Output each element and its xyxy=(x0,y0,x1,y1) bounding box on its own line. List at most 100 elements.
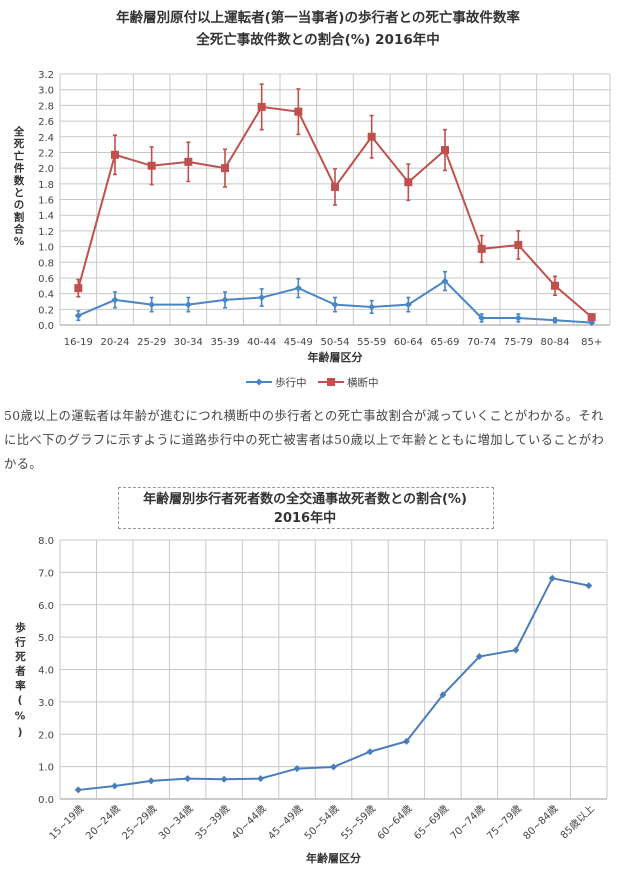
data-point xyxy=(551,316,559,324)
x-tick-label: 80-84 xyxy=(540,337,569,348)
data-point xyxy=(147,161,156,170)
x-tick-label: 65-69 xyxy=(430,337,459,348)
data-point xyxy=(111,296,119,304)
y-tick-label: 3.2 xyxy=(38,70,54,81)
x-tick-label: 30-34 xyxy=(174,337,203,348)
y-axis-title-char: の xyxy=(14,199,25,211)
y-tick-label: 1.6 xyxy=(38,196,54,207)
y-tick-label: 0.6 xyxy=(38,274,54,285)
y-axis-title-char: 死 xyxy=(13,138,25,150)
data-point xyxy=(441,146,449,155)
chart-1-walking-crossing-rate: 年齢層別原付以上運転者(第一当事者)の歩行者との死亡事故件数率全死亡事故件数との… xyxy=(13,9,611,389)
chart-title: 年齢層別原付以上運転者(第一当事者)の歩行者との死亡事故件数率 xyxy=(116,9,520,26)
data-point xyxy=(293,765,301,773)
x-tick-label: 35~39歳 xyxy=(193,803,232,842)
x-tick-label: 75~79歳 xyxy=(484,803,523,842)
data-point xyxy=(74,312,82,320)
x-tick-label: 45~49歳 xyxy=(266,803,305,842)
x-tick-label: 70-74 xyxy=(467,337,496,348)
legend-marker xyxy=(255,378,263,386)
x-tick-label: 60-64 xyxy=(394,337,423,348)
data-point xyxy=(74,284,83,293)
data-point xyxy=(441,277,449,285)
y-axis-title-char: 亡 xyxy=(14,149,25,162)
y-axis-title-char: 件 xyxy=(14,162,25,175)
data-point xyxy=(404,301,412,309)
data-point xyxy=(514,240,523,249)
data-point xyxy=(148,301,156,309)
data-point xyxy=(111,150,119,159)
y-tick-label: 0.8 xyxy=(38,258,54,269)
data-point xyxy=(439,691,447,699)
y-tick-label: 2.4 xyxy=(38,133,54,144)
data-point xyxy=(221,296,229,304)
data-point xyxy=(477,244,486,253)
x-tick-label: 15~19歳 xyxy=(47,803,86,842)
x-tick-label: 40~44歳 xyxy=(229,803,268,842)
y-tick-label: 1.2 xyxy=(38,227,54,238)
data-point xyxy=(331,301,339,309)
data-point xyxy=(258,294,266,302)
data-point xyxy=(331,182,339,191)
y-tick-label: 1.8 xyxy=(38,180,54,191)
y-tick-label: 8.0 xyxy=(38,536,54,547)
chart-title: 全死亡事故件数との割合(%) 2016年中 xyxy=(195,31,440,48)
chart-2-title-box xyxy=(118,487,494,529)
x-tick-label: 55~59歳 xyxy=(339,803,378,842)
data-point xyxy=(587,313,596,322)
data-point xyxy=(221,164,229,173)
x-tick-label: 30~34歳 xyxy=(156,803,195,842)
y-axis-title-char: % xyxy=(14,236,25,248)
data-point xyxy=(367,132,376,141)
y-axis-title-char: と xyxy=(14,187,25,199)
y-tick-label: 5.0 xyxy=(38,633,54,644)
y-tick-label: 3.0 xyxy=(38,86,54,97)
data-point xyxy=(402,737,410,745)
y-tick-label: 7.0 xyxy=(38,568,54,579)
y-tick-label: 0.2 xyxy=(38,305,54,316)
y-tick-label: 2.2 xyxy=(38,148,54,159)
y-tick-label: 1.4 xyxy=(38,211,54,222)
y-tick-label: 2.6 xyxy=(38,117,54,128)
x-tick-label: 25-29 xyxy=(137,337,166,348)
data-point xyxy=(147,777,155,785)
legend-label: 歩行中 xyxy=(275,376,307,389)
data-point xyxy=(111,782,119,790)
x-tick-label: 35-39 xyxy=(210,337,239,348)
data-point xyxy=(585,582,593,590)
data-point xyxy=(257,775,265,783)
x-tick-label: 85歳以上 xyxy=(558,803,597,842)
y-axis-title-char: 割 xyxy=(14,210,25,223)
x-tick-label: 50~54歳 xyxy=(302,803,341,842)
x-tick-label: 40-44 xyxy=(247,337,276,348)
y-tick-label: 2.0 xyxy=(38,730,54,741)
y-tick-label: 0.0 xyxy=(38,321,54,332)
x-tick-label: 55-59 xyxy=(357,337,386,348)
x-axis-title: 年齢層区分 xyxy=(308,350,363,364)
y-tick-label: 1.0 xyxy=(38,763,54,774)
y-tick-label: 1.0 xyxy=(38,243,54,254)
x-tick-label: 45-49 xyxy=(284,337,313,348)
data-point xyxy=(478,314,486,322)
data-point xyxy=(294,107,303,116)
x-tick-label: 60~64歳 xyxy=(375,803,414,842)
data-point xyxy=(551,281,559,290)
data-point xyxy=(548,574,556,582)
series-line-歩行死者率 xyxy=(78,577,589,791)
y-tick-label: 2.8 xyxy=(38,101,54,112)
legend-label: 横断中 xyxy=(347,376,379,389)
data-point xyxy=(475,653,483,661)
series-line-横断中 xyxy=(77,105,593,318)
data-point xyxy=(74,786,82,794)
x-tick-label: 80~84歳 xyxy=(521,803,560,842)
x-tick-label: 25~29歳 xyxy=(120,803,159,842)
y-axis-title-char: 数 xyxy=(13,174,25,187)
y-tick-label: 6.0 xyxy=(38,601,54,612)
x-axis-title: 年齢層区分 xyxy=(306,851,361,865)
data-point xyxy=(220,775,228,783)
y-tick-label: 3.0 xyxy=(38,698,54,709)
data-point xyxy=(184,157,193,166)
chart-2-y-axis-title: 歩行死者率(%) xyxy=(14,622,26,743)
y-axis-title-char: 合 xyxy=(13,223,25,236)
